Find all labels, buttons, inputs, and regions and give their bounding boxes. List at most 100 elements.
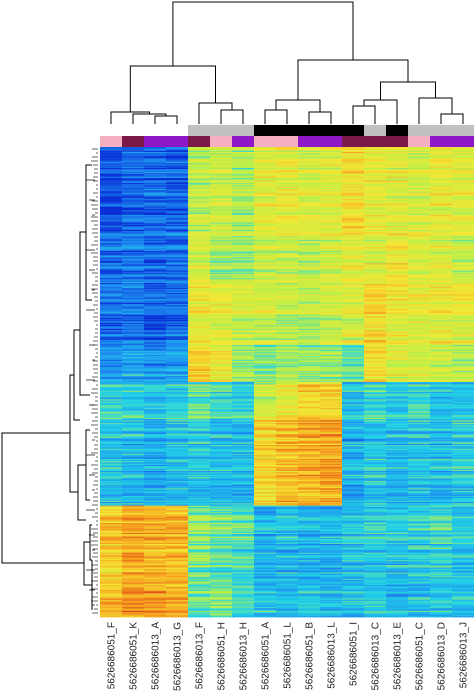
annotation-top-cell xyxy=(430,125,453,136)
heatmap-cell xyxy=(386,432,409,435)
heatmap-cell xyxy=(408,285,431,288)
heatmap-cell xyxy=(364,286,387,289)
heatmap-cell xyxy=(298,176,321,179)
heatmap-cell xyxy=(210,257,233,259)
heatmap-cell xyxy=(188,260,211,263)
heatmap-cell xyxy=(408,339,431,342)
heatmap-cell xyxy=(298,501,321,504)
heatmap-cell xyxy=(364,382,387,384)
heatmap-cell xyxy=(320,301,343,304)
heatmap-cell xyxy=(144,467,167,469)
heatmap-cell xyxy=(188,503,211,505)
heatmap-cell xyxy=(276,385,299,388)
heatmap-cell xyxy=(144,354,167,357)
heatmap-cell xyxy=(298,213,321,216)
heatmap-cell xyxy=(386,401,409,404)
heatmap-cell xyxy=(298,489,321,492)
heatmap-cell xyxy=(430,307,453,310)
heatmap-cell xyxy=(122,427,145,430)
heatmap-cell xyxy=(144,407,167,410)
heatmap-cell xyxy=(364,342,387,345)
heatmap-cell xyxy=(276,325,299,327)
heatmap-cell xyxy=(210,285,233,288)
heatmap-cell xyxy=(386,425,409,427)
heatmap-cell xyxy=(320,344,343,347)
heatmap-cell xyxy=(232,500,255,503)
heatmap-cell xyxy=(452,368,474,371)
heatmap-cell xyxy=(210,471,233,473)
heatmap-cell xyxy=(298,292,321,295)
heatmap-cell xyxy=(342,372,365,374)
heatmap-cell xyxy=(166,262,189,264)
heatmap-cell xyxy=(430,500,453,503)
heatmap-cell xyxy=(122,317,145,320)
heatmap-cell xyxy=(144,330,167,332)
heatmap-cell xyxy=(276,420,299,422)
heatmap-cell xyxy=(232,244,255,247)
heatmap-cell xyxy=(298,321,321,324)
heatmap-cell xyxy=(386,469,409,472)
heatmap-cell xyxy=(408,159,431,162)
heatmap-cell xyxy=(320,181,343,184)
heatmap-cell xyxy=(122,353,145,356)
heatmap-cell xyxy=(386,458,409,461)
heatmap-cell xyxy=(166,494,189,497)
heatmap-cell xyxy=(188,281,211,284)
heatmap-cell xyxy=(188,253,211,256)
heatmap-cell xyxy=(452,284,474,286)
heatmap-cell xyxy=(144,411,167,414)
heatmap-cell xyxy=(298,349,321,352)
heatmap-cell xyxy=(188,243,211,246)
heatmap-cell xyxy=(188,211,211,213)
heatmap-cell xyxy=(210,176,233,179)
heatmap-cell xyxy=(298,440,321,442)
heatmap-cell xyxy=(232,285,255,288)
heatmap-cell xyxy=(408,177,431,180)
heatmap-cell xyxy=(320,189,343,191)
heatmap-cell xyxy=(276,265,299,268)
heatmap-cell xyxy=(232,435,255,437)
heatmap-cell xyxy=(386,385,409,388)
heatmap-cell xyxy=(342,336,365,338)
heatmap-cell xyxy=(232,212,255,215)
heatmap-cell xyxy=(430,456,453,458)
heatmap-cell xyxy=(254,311,277,314)
heatmap-cell xyxy=(122,310,145,312)
heatmap-cell xyxy=(188,504,211,507)
heatmap-cell xyxy=(364,404,387,406)
heatmap-cell xyxy=(144,168,167,170)
heatmap-cell xyxy=(342,354,365,357)
heatmap-cell xyxy=(188,462,211,465)
heatmap-cell xyxy=(364,206,387,209)
heatmap-cell xyxy=(144,421,167,424)
heatmap-cell xyxy=(452,175,474,178)
heatmap-cell xyxy=(232,206,255,209)
heatmap-cell xyxy=(430,208,453,211)
heatmap-cell xyxy=(342,443,365,446)
heatmap-cell xyxy=(210,275,233,278)
heatmap-cell xyxy=(232,242,255,244)
heatmap-cell xyxy=(254,353,277,356)
heatmap-cell xyxy=(364,249,387,252)
heatmap-cell xyxy=(386,501,409,504)
heatmap-cell xyxy=(276,227,299,230)
heatmap-cell xyxy=(364,309,387,311)
heatmap-cell xyxy=(100,401,123,404)
heatmap-cell xyxy=(364,436,387,439)
heatmap-cell xyxy=(254,417,277,420)
heatmap-cell xyxy=(210,233,233,236)
heatmap-cell xyxy=(430,487,453,489)
heatmap-cell xyxy=(232,192,255,195)
heatmap-cell xyxy=(232,368,255,371)
heatmap-cell xyxy=(254,348,277,351)
heatmap-cell xyxy=(342,477,365,479)
heatmap-cell xyxy=(364,195,387,197)
heatmap-cell xyxy=(188,369,211,372)
heatmap-cell xyxy=(210,291,233,294)
heatmap-cell xyxy=(386,503,409,505)
heatmap-cell xyxy=(166,322,189,325)
heatmap-cell xyxy=(232,419,255,421)
heatmap-cell xyxy=(122,440,145,442)
heatmap-cell xyxy=(276,155,299,158)
heatmap-cell xyxy=(276,237,299,239)
